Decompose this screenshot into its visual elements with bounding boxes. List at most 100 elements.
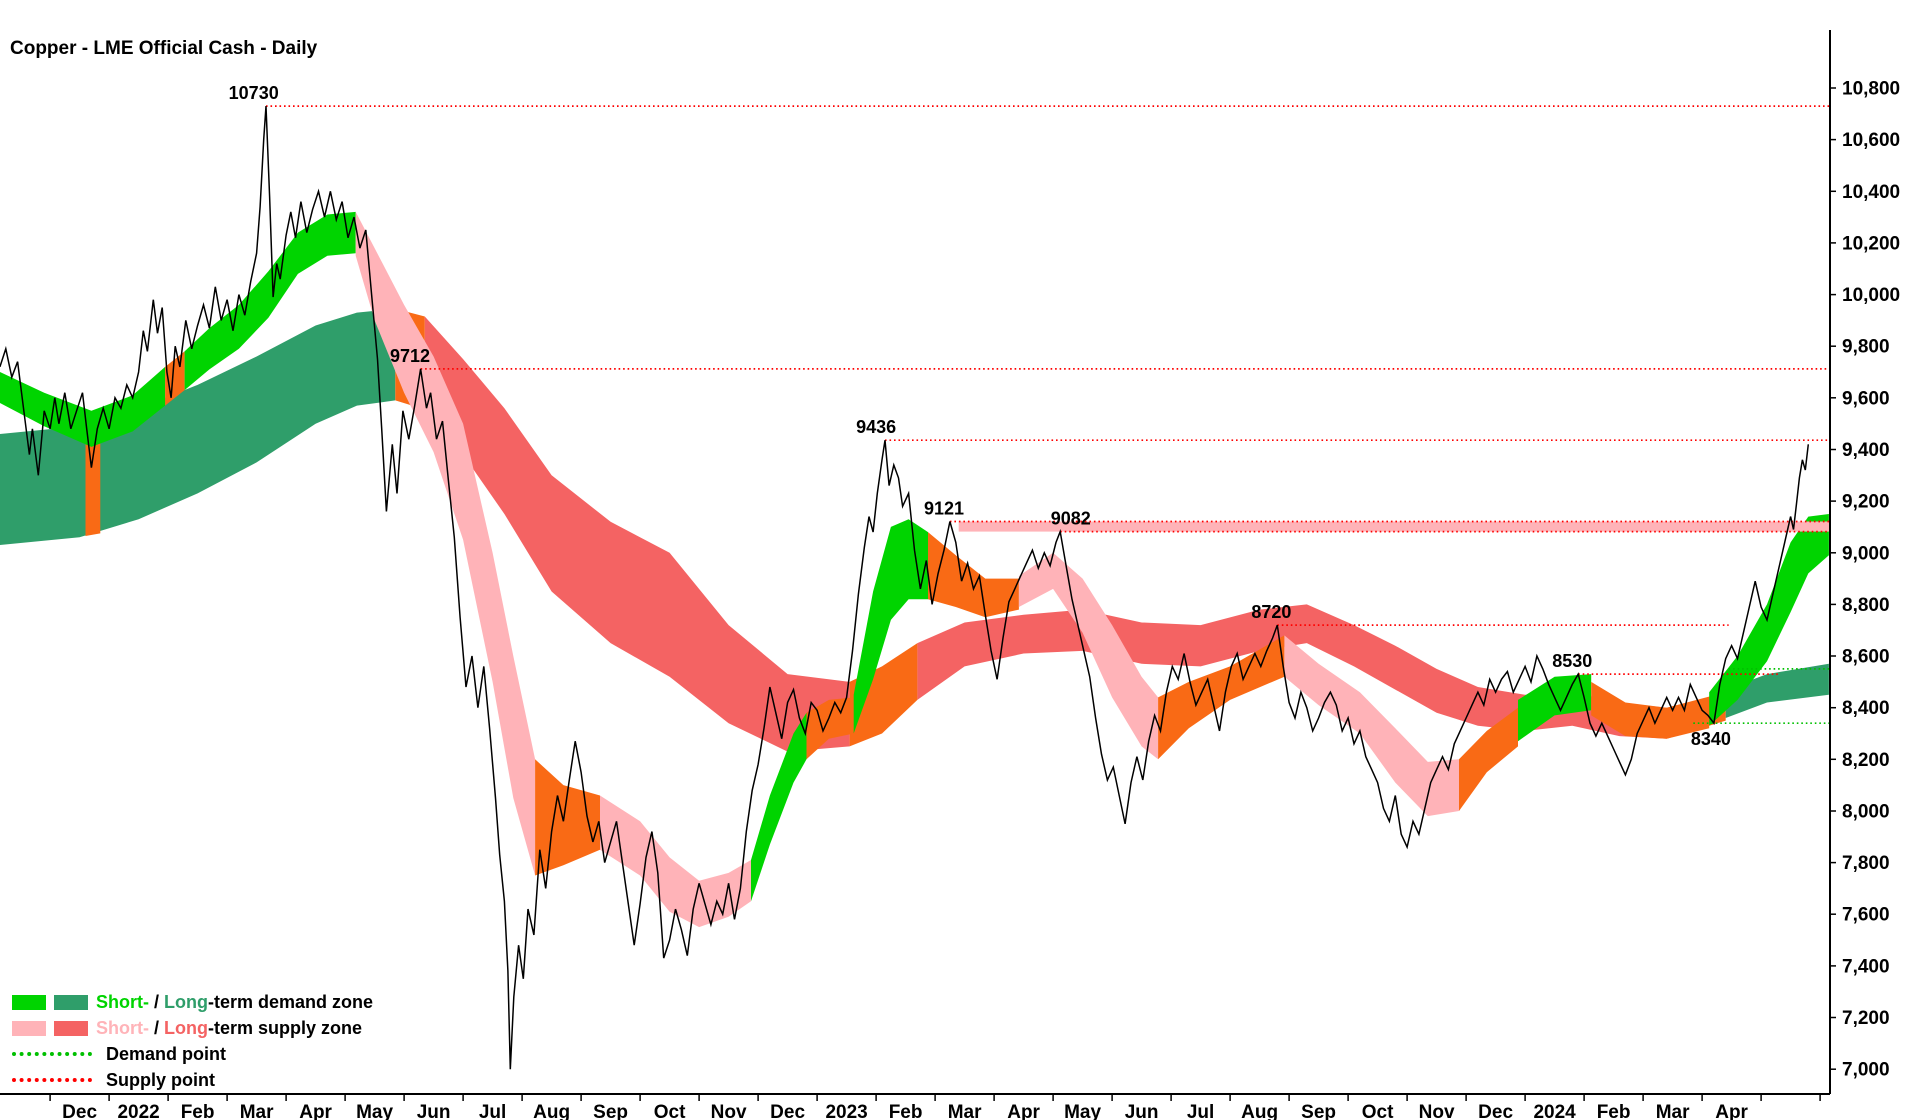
supply-point-label: 9082 <box>1051 509 1091 529</box>
short-supply-swatch <box>12 1020 46 1036</box>
legend-long-demand-text: Long <box>164 991 208 1012</box>
y-tick-label: 8,800 <box>1842 595 1890 616</box>
short-term-zone-band <box>1158 635 1285 760</box>
long-supply-swatch <box>54 1020 88 1036</box>
x-tick-label: May <box>356 1102 393 1120</box>
y-tick-label: 10,200 <box>1842 233 1900 254</box>
x-tick-label: Apr <box>1715 1102 1748 1120</box>
legend-demand-zone-row: Short- / Long-term demand zone <box>12 992 373 1012</box>
long-demand-swatch <box>54 994 88 1010</box>
supply-point-label: 9121 <box>924 499 964 519</box>
y-tick-label: 10,400 <box>1842 182 1900 203</box>
long-term-zone-band <box>424 316 850 752</box>
x-tick-label: Jun <box>1125 1102 1159 1120</box>
legend-long-supply-text: Long <box>164 1017 208 1038</box>
short-term-zone-band <box>1518 674 1592 742</box>
short-term-zone-band <box>1459 707 1518 811</box>
y-tick-label: 9,000 <box>1842 543 1890 564</box>
legend-supply-zone-row: Short- / Long-term supply zone <box>12 1018 373 1038</box>
legend-short-demand-text: Short- <box>96 991 149 1012</box>
short-term-zone-band <box>1284 635 1459 817</box>
x-tick-label: 2023 <box>825 1102 867 1120</box>
legend-supply-point-label: Supply point <box>106 1069 215 1090</box>
supply-point-label: 8720 <box>1251 602 1291 622</box>
x-tick-label: Aug <box>1241 1102 1278 1120</box>
chart-title: Copper - LME Official Cash - Daily <box>10 38 318 59</box>
x-tick-label: Jun <box>417 1102 451 1120</box>
short-demand-swatch <box>12 994 46 1010</box>
short-term-zone-band <box>355 211 536 876</box>
x-tick-label: Dec <box>770 1102 805 1120</box>
legend-demand-point-row: Demand point <box>12 1044 373 1064</box>
x-tick-label: Aug <box>533 1102 570 1120</box>
x-tick-label: 2022 <box>117 1102 159 1120</box>
short-term-zone-band <box>1018 552 1159 760</box>
demand-point-line-sample <box>12 1052 92 1056</box>
supply-point-label: 9712 <box>390 346 430 366</box>
y-tick-label: 8,400 <box>1842 698 1890 719</box>
legend-demand-rest-text: -term demand zone <box>208 991 374 1012</box>
supply-point-line-sample <box>12 1078 92 1082</box>
x-tick-label: Mar <box>948 1102 982 1120</box>
x-tick-label: Mar <box>1656 1102 1690 1120</box>
x-tick-label: Mar <box>240 1102 274 1120</box>
y-tick-label: 8,200 <box>1842 750 1890 771</box>
y-tick-label: 8,600 <box>1842 647 1890 668</box>
legend-supply-point-row: Supply point <box>12 1070 373 1090</box>
supply-point-label: 9436 <box>856 417 896 437</box>
short-term-zone-band <box>853 519 928 734</box>
x-tick-label: Jul <box>479 1102 506 1120</box>
y-tick-label: 9,200 <box>1842 492 1890 513</box>
price-line <box>0 106 1810 1070</box>
legend-demand-zone-label: Short- / Long-term demand zone <box>96 992 373 1013</box>
x-tick-label: Feb <box>181 1102 215 1120</box>
y-tick-label: 7,000 <box>1842 1060 1890 1081</box>
y-tick-label: 10,000 <box>1842 285 1900 306</box>
x-tick-label: Apr <box>1007 1102 1040 1120</box>
legend-supply-zone-label: Short- / Long-term supply zone <box>96 1018 362 1039</box>
y-tick-label: 10,800 <box>1842 79 1900 100</box>
y-tick-label: 10,600 <box>1842 130 1900 151</box>
supply-point-label: 10730 <box>229 83 279 103</box>
x-tick-label: Feb <box>889 1102 923 1120</box>
y-tick-label: 7,800 <box>1842 853 1890 874</box>
short-term-zone-band <box>535 759 600 876</box>
short-term-zone-band <box>0 366 166 447</box>
x-tick-label: Oct <box>1362 1102 1394 1120</box>
y-tick-label: 9,600 <box>1842 388 1890 409</box>
y-tick-label: 9,800 <box>1842 337 1890 358</box>
long-term-zone-band <box>849 643 918 747</box>
demand-point-label: 8340 <box>1691 729 1731 749</box>
long-term-zone-band <box>1725 663 1829 718</box>
legend-demand-point-label: Demand point <box>106 1043 226 1064</box>
supply-zone-stripe <box>958 521 1831 532</box>
short-term-zone-band <box>928 532 1019 618</box>
supply-point-label: 8530 <box>1552 651 1592 671</box>
x-tick-label: May <box>1064 1102 1101 1120</box>
x-tick-label: Nov <box>711 1102 747 1120</box>
legend-supply-rest-text: -term supply zone <box>208 1017 363 1038</box>
short-term-zone-band <box>600 795 751 928</box>
legend-short-supply-text: Short- <box>96 1017 149 1038</box>
x-tick-label: Dec <box>1478 1102 1513 1120</box>
x-tick-label: 2024 <box>1533 1102 1576 1120</box>
x-tick-label: Feb <box>1597 1102 1631 1120</box>
short-term-zone-band <box>184 211 356 391</box>
y-tick-label: 9,400 <box>1842 440 1890 461</box>
x-tick-label: Nov <box>1419 1102 1455 1120</box>
legend-separator: / <box>149 991 165 1012</box>
x-tick-label: Sep <box>593 1102 628 1120</box>
x-tick-label: Sep <box>1301 1102 1336 1120</box>
legend-separator: / <box>149 1017 165 1038</box>
y-tick-label: 7,200 <box>1842 1008 1890 1029</box>
y-tick-label: 7,600 <box>1842 905 1890 926</box>
y-tick-label: 7,400 <box>1842 956 1890 977</box>
y-tick-label: 8,000 <box>1842 802 1890 823</box>
x-tick-label: Apr <box>299 1102 332 1120</box>
x-tick-label: Oct <box>654 1102 686 1120</box>
short-term-zone-band <box>751 712 807 902</box>
short-term-zone-band <box>1709 514 1829 726</box>
legend: Short- / Long-term demand zone Short- / … <box>12 992 373 1096</box>
